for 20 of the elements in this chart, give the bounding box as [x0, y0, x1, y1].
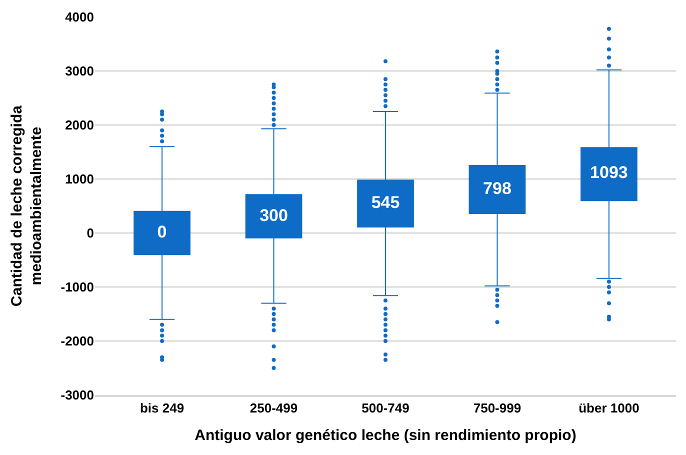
y-axis-title: Cantidad de leche corregida medioambientalmente	[8, 104, 45, 306]
text: 545	[371, 192, 400, 212]
text: 798	[483, 179, 512, 198]
y-tick-label: 4000	[65, 10, 94, 25]
x-axis-title: Antiguo valor genético leche (sin rendimiento propio)	[194, 427, 576, 444]
text: 1093	[590, 163, 628, 182]
y-tick-label: -1000	[60, 280, 94, 295]
x-tick-label: bis 249	[140, 400, 184, 416]
x-tick-label: über 1000	[578, 400, 640, 416]
x-tick-label: 250-499	[250, 400, 298, 416]
y-tick-label: 1000	[65, 172, 94, 187]
y-tick-label: 3000	[65, 64, 94, 79]
x-tick-label: 500-749	[362, 400, 410, 416]
x-tick-label: 750-999	[473, 400, 522, 416]
y-tick-label: -3000	[60, 388, 94, 403]
text: 0	[157, 222, 167, 242]
y-tick-label: -2000	[60, 334, 94, 349]
text: 300	[260, 206, 288, 226]
y-tick-label: 0	[86, 226, 94, 241]
y-tick-label: 2000	[65, 118, 94, 133]
